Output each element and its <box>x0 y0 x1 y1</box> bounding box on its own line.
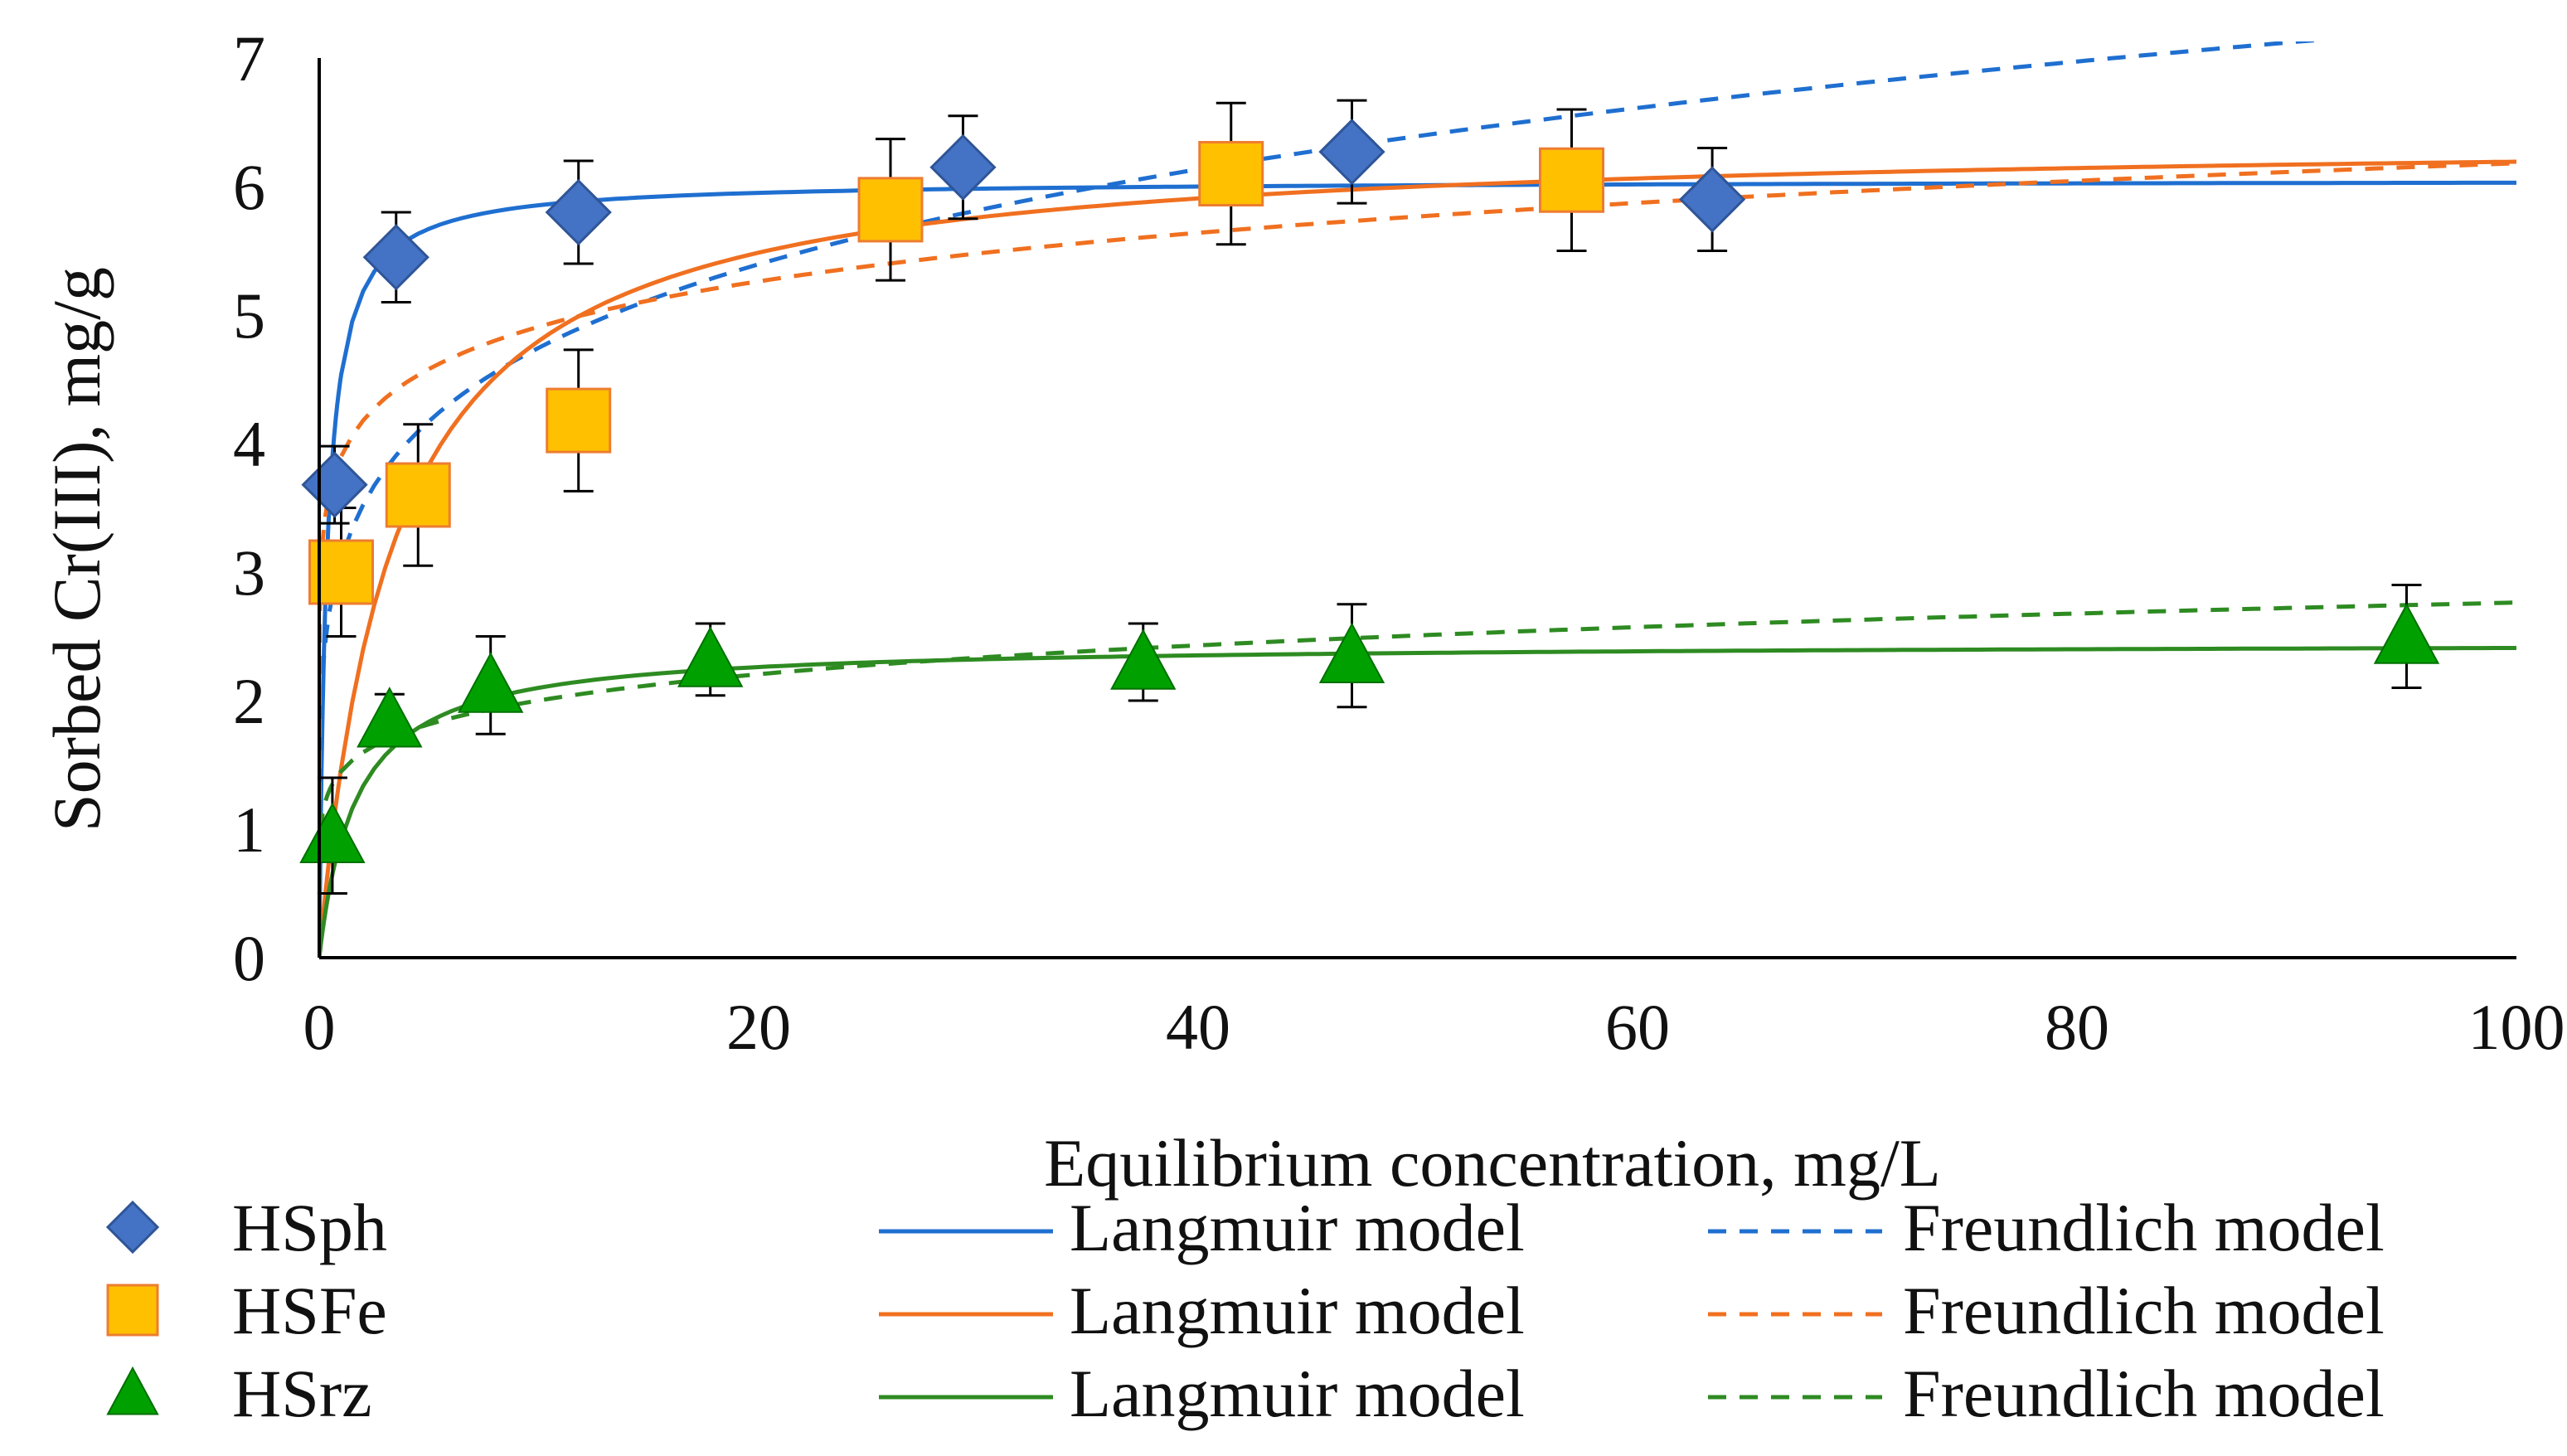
data-point-hsfe <box>1198 141 1264 206</box>
y-tick-label: 4 <box>233 408 265 480</box>
tick-labels: 0 20 40 60 80 100 0 1 2 3 4 5 6 7 <box>233 22 2565 1063</box>
x-tick-label: 0 <box>303 991 336 1063</box>
model-curves <box>319 41 2517 958</box>
legend-label-hsfe: HSFe <box>232 1273 387 1348</box>
data-point-hsph <box>545 178 612 246</box>
data-point-hsfe <box>1539 147 1604 213</box>
legend-marker-hsrz <box>106 1366 159 1415</box>
data-point-hsfe <box>546 387 612 454</box>
data-point-hsrz <box>2373 603 2440 664</box>
legend-langmuir-label: Langmuir model <box>1070 1273 1525 1348</box>
y-tick-label: 0 <box>233 922 265 994</box>
legend: HSph Langmuir model Freundlich model HSFe La… <box>105 1190 2385 1431</box>
legend-marker-hsfe <box>106 1284 159 1337</box>
langmuir-curve-hsfe <box>319 159 2517 958</box>
data-markers <box>299 119 2440 864</box>
legend-label-hsrz: HSrz <box>232 1356 372 1431</box>
x-tick-label: 20 <box>726 991 791 1063</box>
legend-marker-hsph <box>105 1200 160 1255</box>
langmuir-curve-hsrz <box>319 646 2516 958</box>
data-point-hsph <box>929 133 997 201</box>
legend-freundlich-label: Freundlich model <box>1903 1190 2385 1265</box>
y-tick-label: 3 <box>233 536 265 609</box>
data-point-hsrz <box>1110 629 1177 690</box>
y-axis-title: Sorbed Cr(III), mg/g <box>39 267 114 832</box>
data-point-hsph <box>1678 166 1746 233</box>
data-point-hsrz <box>299 802 366 864</box>
freundlich-curve-hsfe <box>319 161 2517 958</box>
freundlich-curve-hsph <box>319 41 2325 958</box>
data-point-hsfe <box>385 462 451 528</box>
x-axis-title: Equilibrium concentration, mg/L <box>1044 1125 1941 1201</box>
data-point-hsph <box>362 224 429 291</box>
x-tick-label: 100 <box>2468 991 2565 1063</box>
y-tick-label: 6 <box>233 151 265 223</box>
data-point-hsrz <box>458 652 524 713</box>
y-tick-label: 5 <box>233 279 265 352</box>
legend-freundlich-label: Freundlich model <box>1903 1356 2385 1431</box>
data-point-hsph <box>301 451 368 518</box>
data-point-hsrz <box>357 687 423 748</box>
x-tick-label: 60 <box>1605 991 1670 1063</box>
legend-langmuir-label: Langmuir model <box>1070 1190 1525 1265</box>
legend-freundlich-label: Freundlich model <box>1903 1273 2385 1348</box>
x-tick-label: 40 <box>1166 991 1230 1063</box>
x-tick-label: 80 <box>2045 991 2109 1063</box>
data-point-hsfe <box>857 177 924 243</box>
axes <box>318 58 2516 959</box>
y-tick-label: 2 <box>233 665 265 737</box>
data-point-hsph <box>1318 119 1385 186</box>
y-tick-label: 7 <box>233 22 265 95</box>
data-point-hsrz <box>1318 622 1385 684</box>
legend-langmuir-label: Langmuir model <box>1070 1356 1525 1431</box>
legend-label-hsph: HSph <box>232 1190 387 1265</box>
y-tick-label: 1 <box>233 794 265 866</box>
data-point-hsrz <box>677 626 744 687</box>
freundlich-curve-hsrz <box>319 600 2517 958</box>
